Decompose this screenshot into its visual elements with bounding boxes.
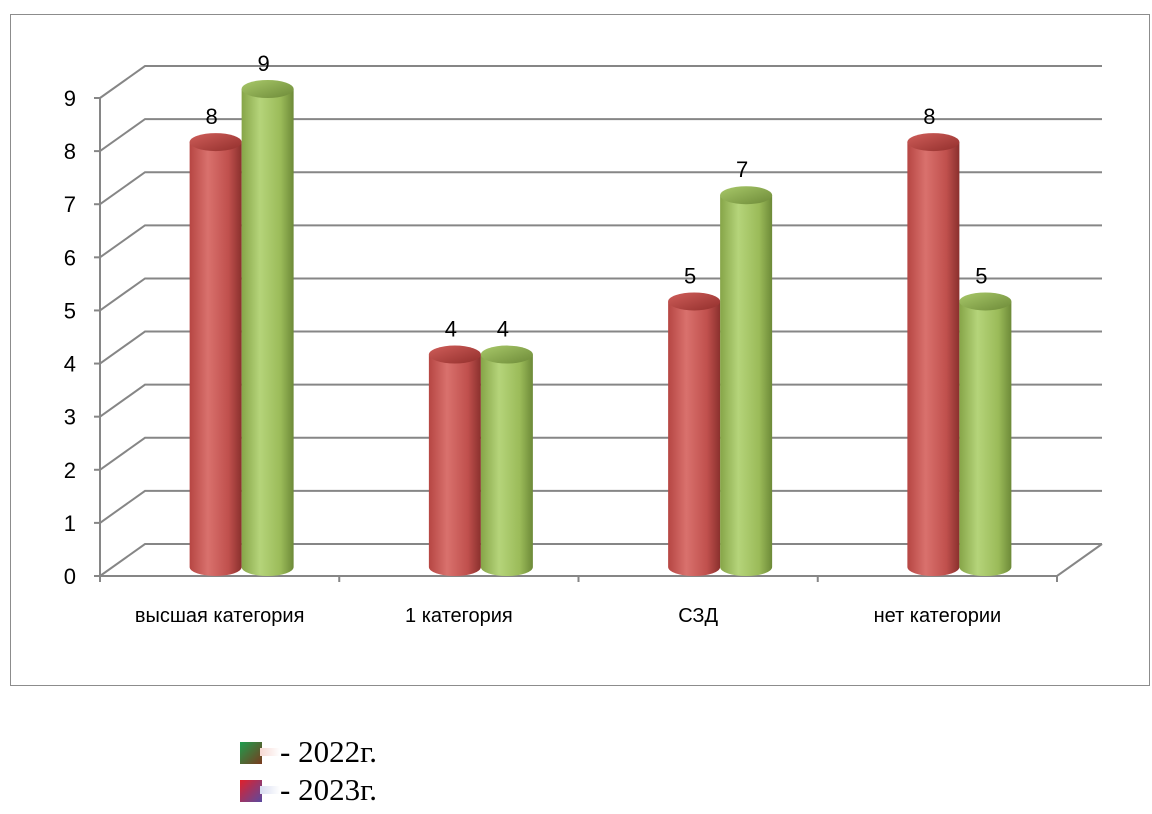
y-tick-label: 3 (64, 405, 76, 430)
legend-label-2023: - 2023г. (280, 772, 378, 807)
y-tick-label: 8 (64, 139, 76, 164)
x-tick-label: нет категории (874, 605, 1002, 627)
axes (94, 97, 1103, 582)
labels: 0 1 2 3 4 5 6 7 8 9 высшая категория 1 категория СЗД… (64, 51, 1001, 627)
legend-swatch-tail (260, 748, 280, 756)
bar-chart: 0 1 2 3 4 5 6 7 8 9 высшая категория 1 категория СЗД… (64, 51, 1103, 627)
bar-cap (241, 80, 294, 98)
bar (480, 354, 533, 576)
y-tick-label: 4 (64, 352, 76, 377)
y-tick-label: 2 (64, 458, 76, 483)
y-tick-label: 9 (64, 86, 76, 111)
x-tick-label: СЗД (678, 605, 718, 627)
bar-cap (668, 292, 721, 311)
legend-swatch-2023 (240, 780, 262, 802)
bars (189, 80, 1012, 576)
gridline (99, 436, 1102, 471)
bar (959, 301, 1012, 576)
data-label: 4 (445, 317, 457, 342)
gridline (99, 383, 1102, 418)
y-tick-label: 6 (64, 245, 76, 270)
bar-cap (189, 133, 242, 152)
bar-cap (907, 133, 960, 152)
gridline (99, 118, 1102, 152)
legend-swatch-2022 (240, 742, 262, 764)
gridline (99, 489, 1102, 524)
bar-cap (959, 292, 1012, 311)
chart-frame (10, 14, 1150, 686)
data-label: 4 (497, 317, 509, 342)
data-label: 7 (736, 157, 748, 182)
gridline (99, 224, 1102, 259)
data-label: 8 (923, 104, 935, 129)
data-label: 9 (258, 51, 270, 76)
bar (668, 301, 721, 576)
data-label: 5 (684, 263, 696, 288)
bar (241, 89, 294, 576)
y-tick-label: 1 (64, 511, 76, 536)
data-label: 8 (206, 104, 218, 129)
x-tick-label: 1 категория (405, 605, 513, 627)
gridline (99, 65, 1102, 99)
legend-swatch-tail (260, 786, 280, 794)
bar (720, 195, 773, 576)
bar-cap (428, 345, 481, 364)
gridline (99, 171, 1102, 206)
x-tick-label: высшая категория (135, 605, 305, 627)
bar-cap (480, 345, 533, 364)
legend-item-2022: - 2022г. (240, 734, 377, 770)
gridline (99, 277, 1102, 312)
y-tick-label: 7 (64, 192, 76, 217)
bar-cap (720, 186, 773, 205)
legend-item-2023: - 2023г. (240, 772, 377, 808)
bar (428, 354, 481, 576)
legend-label-2022: - 2022г. (280, 734, 378, 769)
grid-lines (99, 65, 1102, 577)
gridline (99, 330, 1102, 365)
y-tick-label: 5 (64, 298, 76, 323)
y-tick-label: 0 (64, 564, 76, 589)
data-label: 5 (975, 263, 987, 288)
bar (907, 142, 960, 576)
bar (189, 142, 242, 576)
gridline (99, 543, 1102, 577)
